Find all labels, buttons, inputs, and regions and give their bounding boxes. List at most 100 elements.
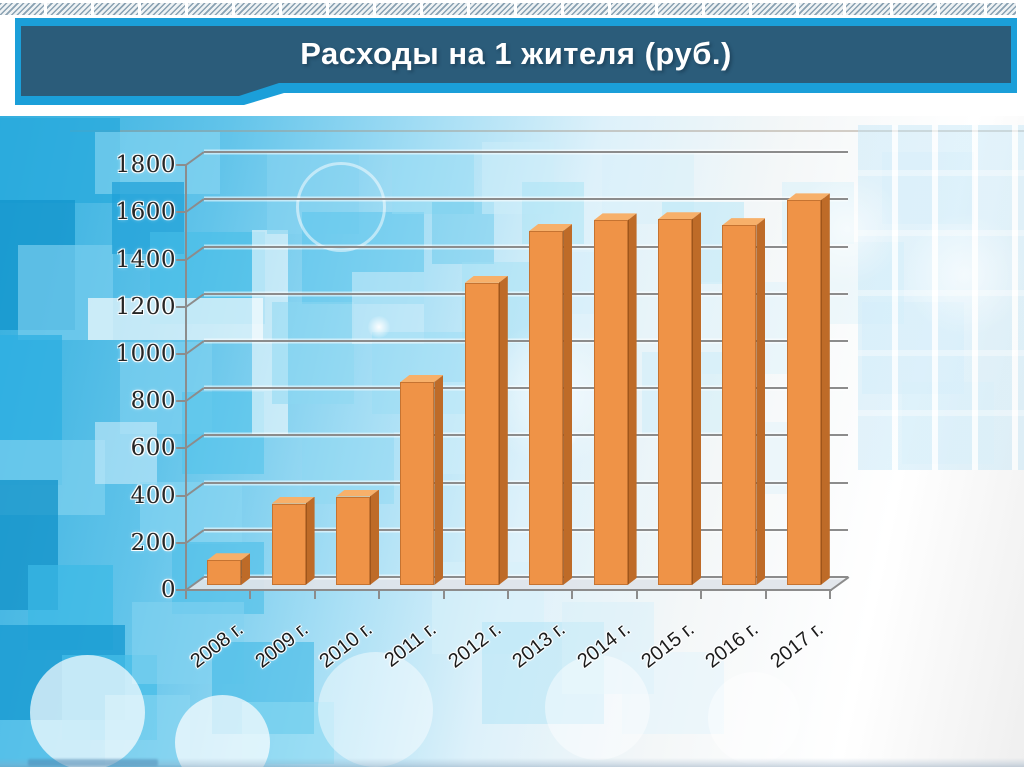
y-axis-label: 0	[160, 577, 176, 603]
bar-column-side	[563, 224, 572, 585]
gridline-depth-connector	[185, 387, 205, 402]
gridline-depth-connector	[185, 245, 205, 261]
y-axis-label: 1400	[115, 246, 176, 273]
bar-column-front	[529, 231, 564, 585]
x-axis-tick	[635, 590, 638, 599]
background-tile	[272, 302, 354, 404]
y-axis-label: 1200	[115, 293, 176, 320]
floor-back-edge	[204, 576, 848, 578]
y-axis-tick	[176, 353, 186, 355]
x-axis-tick	[829, 590, 831, 599]
gridline-depth-connector	[185, 481, 205, 497]
background-tile	[482, 142, 554, 214]
bar-column-front	[722, 225, 757, 585]
y-axis-tick	[176, 211, 186, 214]
bar-column-top	[272, 497, 315, 504]
y-axis-label: 800	[130, 388, 176, 415]
y-axis-label: 200	[130, 529, 176, 556]
gridline-depth-connector	[185, 340, 205, 355]
background-tile	[392, 152, 474, 214]
bottom-edge-shadow	[0, 758, 1024, 767]
bar-column-side	[756, 218, 765, 585]
x-axis-tick	[249, 590, 252, 599]
bar-column-side	[499, 276, 508, 585]
x-axis-tick	[378, 590, 381, 599]
x-axis-tick	[700, 590, 703, 599]
bar-column-side	[306, 497, 315, 585]
y-axis-tick	[176, 447, 186, 450]
bottom-edge-accent	[28, 759, 158, 766]
bar-column-top	[400, 375, 443, 382]
bar-column-front	[464, 282, 499, 585]
bar-column-side	[821, 193, 830, 585]
bar-column-top	[722, 218, 765, 225]
bar-column-front	[593, 220, 628, 585]
gridline	[204, 528, 848, 531]
gridline-depth-connector	[185, 528, 205, 544]
background-tile	[95, 422, 157, 484]
bar-column-side	[628, 213, 637, 585]
y-axis-label: 1800	[115, 152, 176, 179]
background-tile	[88, 298, 263, 340]
bar-column-front	[336, 496, 370, 585]
bar-column-top	[465, 276, 508, 283]
top-border-pattern	[0, 3, 1016, 15]
y-axis-label: 1600	[115, 199, 176, 226]
bar-column-front	[271, 503, 306, 585]
gridline-depth-connector	[185, 198, 205, 214]
y-axis-tick	[176, 400, 186, 403]
background-flare-circle	[545, 655, 650, 760]
x-axis-tick	[313, 590, 316, 599]
bar-column-top	[529, 224, 572, 231]
background-tile	[602, 152, 694, 224]
bar-column-front	[658, 219, 692, 585]
background-seam-line	[70, 130, 1024, 132]
background-flare-circle	[902, 212, 1024, 337]
bar-column-side	[692, 212, 701, 585]
background-flare-circle	[368, 316, 390, 338]
bar-column-side	[370, 490, 379, 586]
gridline	[204, 387, 848, 390]
background-flare-circle	[318, 652, 433, 767]
gridline	[204, 434, 848, 437]
gridline-depth-connector	[185, 292, 205, 308]
background-flare-circle	[30, 655, 145, 767]
y-axis-line	[185, 164, 187, 591]
bar-column-front	[207, 560, 242, 585]
background-flare-circle	[708, 672, 800, 764]
y-axis-tick	[176, 305, 186, 308]
background-mosaic	[0, 116, 1024, 767]
slide-title: Расходы на 1 жителя (руб.)	[300, 36, 732, 71]
bar-column-top	[207, 553, 250, 560]
bar-column-front	[786, 200, 821, 585]
bar-column-side	[241, 553, 250, 585]
x-axis-tick	[442, 590, 445, 599]
banner-fill-shape	[21, 26, 1011, 96]
gridline	[204, 198, 848, 201]
y-axis-label: 600	[130, 435, 176, 462]
x-axis-tick	[764, 590, 767, 599]
background-tile	[182, 392, 264, 474]
bar-column-top	[658, 212, 701, 219]
bar-column-front	[400, 382, 435, 585]
background-tile	[622, 652, 724, 734]
y-axis-tick	[176, 258, 186, 261]
bar-column-top	[787, 193, 830, 200]
x-axis-tick	[571, 590, 574, 599]
y-axis-tick	[176, 494, 186, 497]
bar-column-top	[594, 213, 637, 220]
title-banner	[15, 18, 1017, 105]
gridline	[204, 292, 848, 295]
gridline	[204, 481, 848, 484]
bar-column-side	[434, 375, 443, 585]
background-flare-circle	[175, 695, 270, 767]
gridline-depth-connector	[185, 434, 205, 450]
y-axis-label: 400	[130, 482, 176, 509]
gridline	[204, 340, 848, 342]
x-axis-tick	[185, 590, 187, 599]
gridline	[204, 151, 848, 154]
y-axis-tick	[176, 541, 186, 544]
bar-column-top	[336, 490, 379, 497]
